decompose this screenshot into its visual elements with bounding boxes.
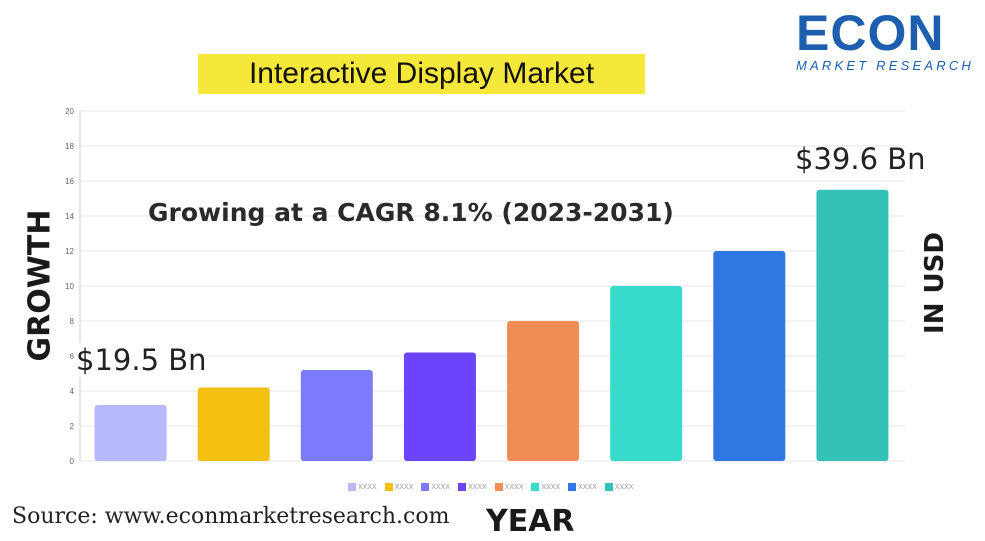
legend-swatch bbox=[458, 483, 467, 491]
legend-item: XXXX bbox=[421, 483, 450, 491]
y-tick-label: 12 bbox=[65, 247, 74, 256]
y-tick-label: 8 bbox=[70, 317, 75, 326]
legend-item: XXXX bbox=[458, 483, 487, 491]
bar bbox=[300, 370, 373, 461]
y-tick-label: 16 bbox=[65, 177, 74, 186]
y-tick-label: 2 bbox=[70, 422, 75, 431]
legend-label: XXXX bbox=[431, 483, 451, 491]
legend-swatch bbox=[604, 483, 613, 491]
legend-swatch bbox=[384, 483, 393, 491]
legend-label: XXXX bbox=[614, 483, 634, 491]
y-axis-label: GROWTH bbox=[22, 209, 58, 362]
legend-label: XXXX bbox=[578, 483, 597, 491]
bar bbox=[403, 352, 476, 461]
logo-wordmark: ECON bbox=[796, 5, 945, 61]
title-highlight: Interactive Display Market bbox=[198, 54, 645, 94]
legend-label: XXXX bbox=[541, 483, 561, 491]
chart-title: Interactive Display Market bbox=[248, 57, 595, 90]
source-text: Source: www.econmarketresearch.com bbox=[12, 504, 450, 529]
logo-tagline: MARKET RESEARCH bbox=[796, 58, 975, 73]
chart-subtitle: Growing at a CAGR 8.1% (2023-2031) bbox=[148, 198, 674, 227]
legend-label: XXXX bbox=[358, 483, 377, 491]
y-tick-label: 14 bbox=[65, 212, 74, 221]
legend-label: XXXX bbox=[504, 483, 524, 491]
y-tick-label: 0 bbox=[70, 457, 75, 466]
y-tick-label: 18 bbox=[65, 142, 74, 151]
y-tick-label: 10 bbox=[65, 282, 74, 291]
chart-legend: XXXX XXXX XXXX XXXX XXXX XXXX XXXX XXXX bbox=[348, 481, 634, 493]
legend-label: XXXX bbox=[394, 483, 414, 491]
legend-item: XXXX bbox=[494, 483, 524, 491]
legend-swatch bbox=[421, 483, 430, 491]
legend-swatch bbox=[568, 483, 577, 491]
y-tick-label: 4 bbox=[70, 387, 75, 396]
legend-item: XXXX bbox=[384, 483, 414, 491]
legend-swatch bbox=[531, 483, 540, 491]
bar bbox=[197, 387, 270, 461]
legend-item: XXXX bbox=[568, 483, 597, 491]
legend-swatch bbox=[494, 483, 503, 491]
legend-swatch bbox=[348, 483, 356, 491]
y-axis-unit-label: IN USD bbox=[920, 232, 950, 334]
legend-label: XXXX bbox=[468, 483, 487, 491]
end-value-annotation: $39.6 Bn bbox=[795, 142, 926, 176]
start-value-annotation: $19.5 Bn bbox=[76, 343, 207, 377]
bar bbox=[713, 251, 786, 461]
legend-item: XXXX bbox=[604, 483, 634, 491]
brand-logo: ECON MARKET RESEARCH bbox=[796, 6, 976, 76]
y-tick-label: 20 bbox=[65, 107, 74, 116]
x-axis-label: YEAR bbox=[486, 504, 575, 539]
bar bbox=[507, 321, 580, 461]
y-tick-label: 6 bbox=[70, 352, 75, 361]
bar bbox=[94, 405, 167, 461]
bar bbox=[610, 286, 683, 461]
legend-item: XXXX bbox=[531, 483, 560, 491]
bar bbox=[816, 189, 889, 461]
legend-item: XXXX bbox=[348, 483, 377, 491]
